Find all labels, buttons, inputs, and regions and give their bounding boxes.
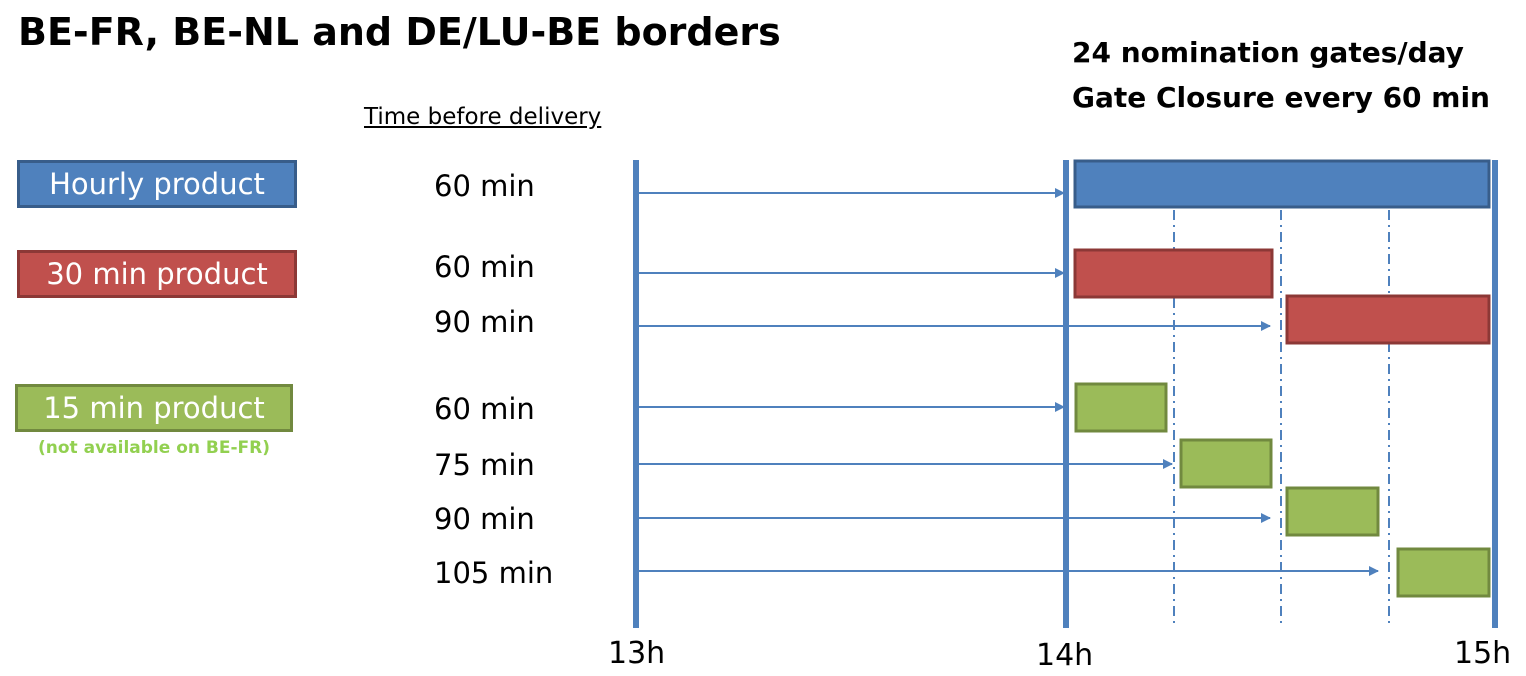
row-label-15min-90: 90 min	[434, 502, 535, 536]
row-label-15min-105: 105 min	[434, 556, 554, 590]
availability-note: (not available on BE-FR)	[38, 438, 270, 458]
row-label-15min-60: 60 min	[434, 392, 535, 426]
row-label-30min-90: 90 min	[434, 305, 535, 339]
30-min-product-label: 30 min product	[17, 250, 297, 298]
gates-per-day: 24 nomination gates/day	[1072, 36, 1464, 69]
block-hourly-14-15	[1073, 159, 1491, 209]
row-label-30min-60: 60 min	[434, 250, 535, 284]
15-min-product-label: 15 min product	[15, 384, 293, 432]
row-label-hourly-60: 60 min	[434, 169, 535, 203]
block-15min-1400	[1074, 382, 1168, 433]
block-15min-1415	[1179, 438, 1273, 489]
time-before-delivery-heading: Time before delivery	[364, 104, 602, 130]
page-title: BE-FR, BE-NL and DE/LU-BE borders	[18, 10, 781, 54]
block-30min-1400	[1073, 248, 1274, 299]
gate-closure-interval: Gate Closure every 60 min	[1072, 81, 1490, 114]
block-15min-1445	[1396, 547, 1491, 598]
block-15min-1430	[1285, 486, 1380, 537]
tick-15h: 15h	[1454, 636, 1512, 671]
tick-13h: 13h	[608, 636, 666, 671]
row-label-15min-75: 75 min	[434, 448, 535, 482]
hourly-product-label: Hourly product	[17, 160, 297, 208]
tick-14h: 14h	[1036, 638, 1094, 673]
block-30min-1430	[1285, 294, 1491, 345]
